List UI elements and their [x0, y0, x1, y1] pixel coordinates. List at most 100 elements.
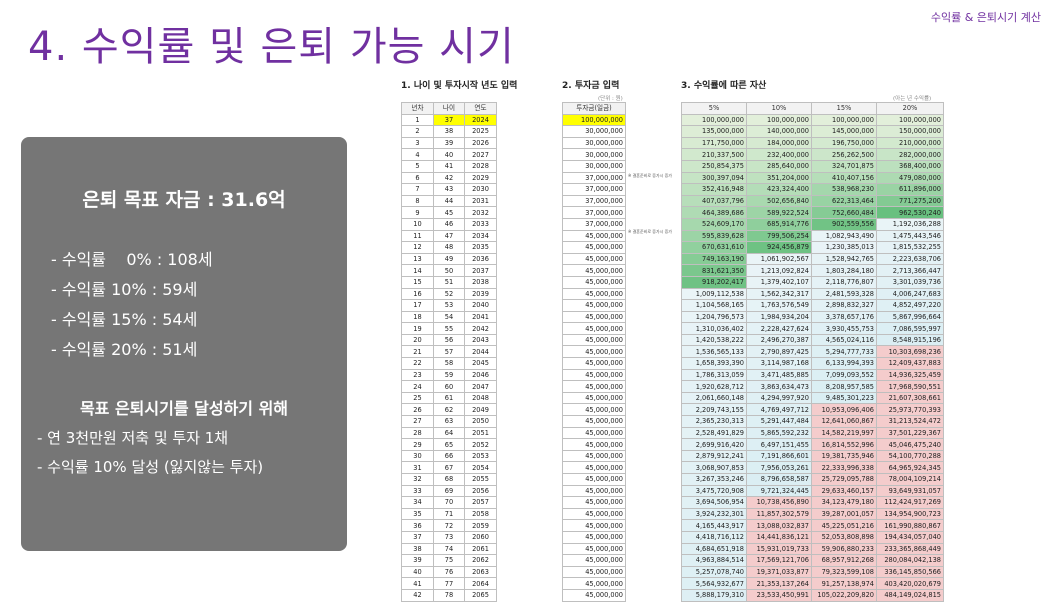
year-index-cell[interactable]: 26	[401, 403, 434, 417]
age-cell[interactable]: 65	[433, 438, 465, 451]
age-cell[interactable]: 45	[433, 206, 465, 219]
year-index-cell[interactable]: 9	[401, 206, 434, 219]
age-cell[interactable]: 70	[433, 496, 465, 509]
year-cell[interactable]: 2063	[464, 565, 497, 579]
invest-cell[interactable]: 45,000,000	[562, 484, 626, 498]
age-cell[interactable]: 46	[433, 217, 465, 231]
year-index-cell[interactable]: 8	[401, 194, 434, 208]
year-cell[interactable]: 2028	[464, 159, 497, 173]
year-cell[interactable]: 2026	[464, 136, 497, 150]
year-cell[interactable]: 2035	[464, 241, 497, 254]
year-index-cell[interactable]: 6	[401, 171, 434, 185]
invest-cell[interactable]: 45,000,000	[562, 426, 626, 440]
year-index-cell[interactable]: 33	[401, 484, 434, 498]
invest-cell[interactable]: 45,000,000	[562, 310, 626, 324]
year-cell[interactable]: 2043	[464, 333, 497, 347]
year-cell[interactable]: 2027	[464, 148, 497, 161]
year-cell[interactable]: 2057	[464, 496, 497, 509]
year-cell[interactable]: 2029	[464, 171, 497, 185]
age-cell[interactable]: 55	[433, 322, 465, 335]
year-index-cell[interactable]: 38	[401, 542, 434, 556]
year-index-cell[interactable]: 32	[401, 473, 434, 486]
age-cell[interactable]: 48	[433, 241, 465, 254]
age-cell[interactable]: 53	[433, 299, 465, 312]
year-cell[interactable]: 2025	[464, 125, 497, 138]
year-cell[interactable]: 2064	[464, 577, 497, 590]
age-cell[interactable]: 58	[433, 357, 465, 370]
age-cell[interactable]: 44	[433, 194, 465, 208]
age-cell[interactable]: 52	[433, 287, 465, 301]
year-cell[interactable]: 2062	[464, 554, 497, 567]
invest-cell[interactable]: 45,000,000	[562, 287, 626, 301]
year-cell[interactable]: 2036	[464, 252, 497, 266]
year-cell[interactable]: 2050	[464, 415, 497, 428]
invest-cell[interactable]: 30,000,000	[562, 148, 626, 161]
invest-cell[interactable]: 45,000,000	[562, 588, 626, 602]
year-index-cell[interactable]: 28	[401, 426, 434, 440]
year-index-cell[interactable]: 12	[401, 241, 434, 254]
invest-cell[interactable]: 45,000,000	[562, 530, 626, 544]
age-cell[interactable]: 42	[433, 171, 465, 185]
invest-cell[interactable]: 45,000,000	[562, 241, 626, 254]
age-cell[interactable]: 76	[433, 565, 465, 579]
year-cell[interactable]: 2054	[464, 461, 497, 474]
year-index-cell[interactable]: 11	[401, 229, 434, 243]
invest-cell[interactable]: 37,000,000	[562, 183, 626, 196]
age-cell[interactable]: 74	[433, 542, 465, 556]
age-cell[interactable]: 78	[433, 588, 465, 602]
invest-cell[interactable]: 45,000,000	[562, 461, 626, 474]
year-index-cell[interactable]: 31	[401, 461, 434, 474]
age-cell[interactable]: 57	[433, 345, 465, 359]
age-cell[interactable]: 50	[433, 264, 465, 277]
invest-cell[interactable]: 45,000,000	[562, 507, 626, 521]
invest-cell[interactable]: 100,000,000	[562, 113, 626, 127]
year-index-cell[interactable]: 30	[401, 449, 434, 463]
age-cell[interactable]: 39	[433, 136, 465, 150]
year-cell[interactable]: 2065	[464, 588, 497, 602]
invest-cell[interactable]: 45,000,000	[562, 438, 626, 451]
age-cell[interactable]: 37	[433, 113, 465, 127]
year-cell[interactable]: 2040	[464, 299, 497, 312]
year-cell[interactable]: 2059	[464, 519, 497, 532]
year-index-cell[interactable]: 13	[401, 252, 434, 266]
year-cell[interactable]: 2055	[464, 473, 497, 486]
age-cell[interactable]: 59	[433, 368, 465, 382]
year-index-cell[interactable]: 7	[401, 183, 434, 196]
year-cell[interactable]: 2045	[464, 357, 497, 370]
age-cell[interactable]: 56	[433, 333, 465, 347]
year-cell[interactable]: 2032	[464, 206, 497, 219]
age-cell[interactable]: 54	[433, 310, 465, 324]
invest-cell[interactable]: 30,000,000	[562, 159, 626, 173]
invest-cell[interactable]: 37,000,000	[562, 206, 626, 219]
invest-cell[interactable]: 45,000,000	[562, 368, 626, 382]
invest-cell[interactable]: 45,000,000	[562, 252, 626, 266]
invest-cell[interactable]: 45,000,000	[562, 391, 626, 405]
age-cell[interactable]: 49	[433, 252, 465, 266]
year-index-cell[interactable]: 19	[401, 322, 434, 335]
invest-cell[interactable]: 30,000,000	[562, 125, 626, 138]
year-index-cell[interactable]: 3	[401, 136, 434, 150]
year-index-cell[interactable]: 20	[401, 333, 434, 347]
year-index-cell[interactable]: 40	[401, 565, 434, 579]
invest-cell[interactable]: 45,000,000	[562, 264, 626, 277]
year-cell[interactable]: 2038	[464, 275, 497, 289]
age-cell[interactable]: 51	[433, 275, 465, 289]
year-cell[interactable]: 2044	[464, 345, 497, 359]
invest-cell[interactable]: 45,000,000	[562, 496, 626, 509]
invest-cell[interactable]: 45,000,000	[562, 449, 626, 463]
year-cell[interactable]: 2039	[464, 287, 497, 301]
invest-cell[interactable]: 45,000,000	[562, 299, 626, 312]
year-cell[interactable]: 2031	[464, 194, 497, 208]
invest-cell[interactable]: 45,000,000	[562, 275, 626, 289]
year-index-cell[interactable]: 14	[401, 264, 434, 277]
year-index-cell[interactable]: 25	[401, 391, 434, 405]
age-cell[interactable]: 71	[433, 507, 465, 521]
age-cell[interactable]: 68	[433, 473, 465, 486]
year-index-cell[interactable]: 29	[401, 438, 434, 451]
year-cell[interactable]: 2049	[464, 403, 497, 417]
invest-cell[interactable]: 45,000,000	[562, 554, 626, 567]
year-cell[interactable]: 2047	[464, 380, 497, 393]
invest-cell[interactable]: 37,000,000	[562, 194, 626, 208]
age-cell[interactable]: 38	[433, 125, 465, 138]
age-cell[interactable]: 62	[433, 403, 465, 417]
